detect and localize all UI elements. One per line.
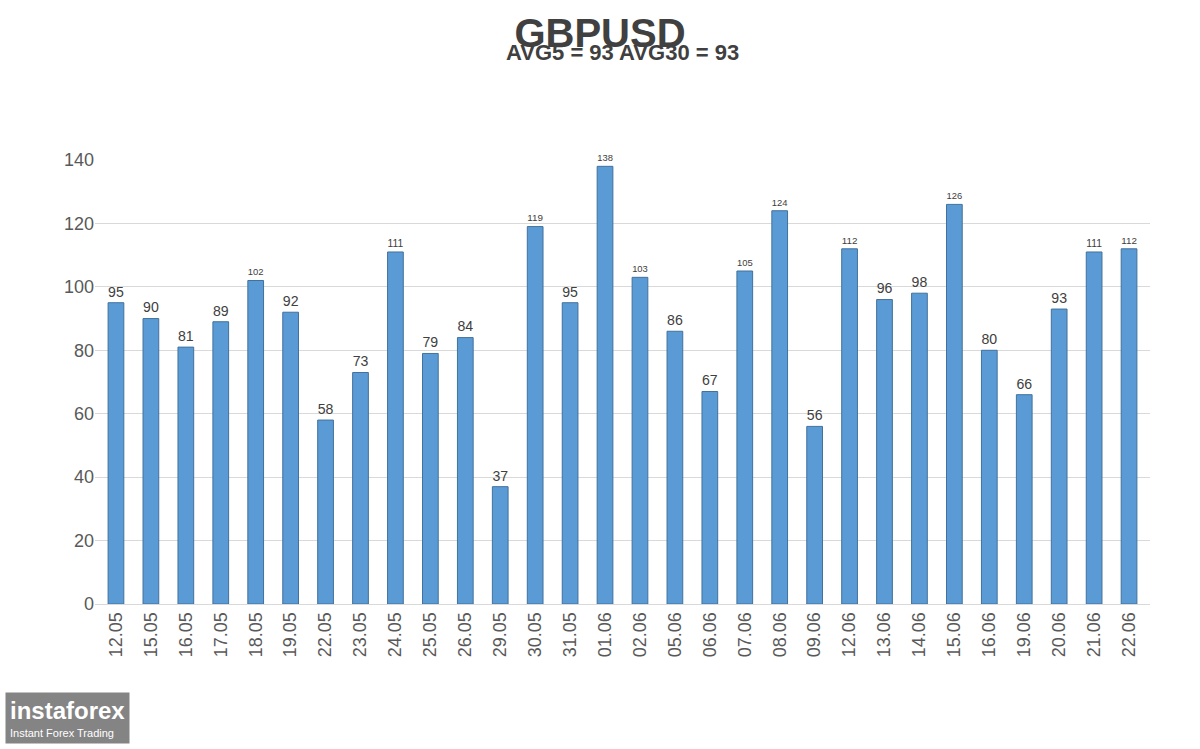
svg-text:73: 73 — [353, 353, 369, 369]
svg-text:111: 111 — [1086, 238, 1102, 249]
svg-text:09.06: 09.06 — [804, 612, 824, 657]
svg-text:0: 0 — [84, 594, 94, 614]
svg-text:19.06: 19.06 — [1014, 612, 1034, 657]
svg-text:02.06: 02.06 — [630, 612, 650, 657]
svg-text:20: 20 — [74, 531, 94, 551]
svg-text:16.06: 16.06 — [979, 612, 999, 657]
svg-text:103: 103 — [632, 263, 648, 274]
svg-text:126: 126 — [947, 190, 963, 201]
svg-text:15.06: 15.06 — [944, 612, 964, 657]
svg-text:80: 80 — [74, 341, 94, 361]
svg-text:08.06: 08.06 — [770, 612, 790, 657]
svg-text:06.06: 06.06 — [700, 612, 720, 657]
svg-text:GBPUSD: GBPUSD — [514, 11, 685, 55]
svg-text:17.05: 17.05 — [211, 612, 231, 657]
svg-text:93: 93 — [1051, 290, 1067, 306]
svg-text:81: 81 — [178, 328, 194, 344]
svg-text:13.06: 13.06 — [874, 612, 894, 657]
svg-text:112: 112 — [1121, 235, 1137, 246]
svg-text:58: 58 — [318, 401, 334, 417]
svg-text:30.05: 30.05 — [525, 612, 545, 657]
svg-text:138: 138 — [597, 152, 613, 163]
svg-text:140: 140 — [64, 150, 94, 170]
svg-text:95: 95 — [562, 284, 578, 300]
svg-text:14.06: 14.06 — [909, 612, 929, 657]
svg-text:66: 66 — [1016, 376, 1032, 392]
svg-text:12.06: 12.06 — [839, 612, 859, 657]
svg-text:60: 60 — [74, 404, 94, 424]
svg-text:89: 89 — [213, 303, 229, 319]
svg-text:111: 111 — [388, 238, 404, 249]
svg-text:21.06: 21.06 — [1084, 612, 1104, 657]
svg-text:100: 100 — [64, 277, 94, 297]
svg-text:40: 40 — [74, 467, 94, 487]
svg-text:56: 56 — [807, 407, 823, 423]
svg-text:18.05: 18.05 — [246, 612, 266, 657]
svg-text:25.05: 25.05 — [420, 612, 440, 657]
svg-text:05.06: 05.06 — [665, 612, 685, 657]
svg-text:37: 37 — [492, 468, 508, 484]
svg-text:90: 90 — [143, 299, 159, 315]
svg-text:22.06: 22.06 — [1119, 612, 1139, 657]
svg-text:19.05: 19.05 — [280, 612, 300, 657]
svg-text:07.06: 07.06 — [735, 612, 755, 657]
svg-text:20.06: 20.06 — [1049, 612, 1069, 657]
svg-text:23.05: 23.05 — [350, 612, 370, 657]
svg-text:29.05: 29.05 — [490, 612, 510, 657]
svg-text:01.06: 01.06 — [595, 612, 615, 657]
svg-text:86: 86 — [667, 312, 683, 328]
svg-text:98: 98 — [912, 274, 928, 290]
svg-text:15.05: 15.05 — [141, 612, 161, 657]
svg-text:instaforexInstant Forex Tradin: instaforexInstant Forex Trading — [10, 697, 125, 739]
svg-text:31.05: 31.05 — [560, 612, 580, 657]
svg-text:16.05: 16.05 — [176, 612, 196, 657]
svg-text:22.05: 22.05 — [315, 612, 335, 657]
svg-text:105: 105 — [737, 257, 753, 268]
svg-text:92: 92 — [283, 293, 299, 309]
svg-text:95: 95 — [108, 284, 124, 300]
svg-text:124: 124 — [772, 197, 788, 208]
svg-text:67: 67 — [702, 372, 718, 388]
svg-text:26.05: 26.05 — [455, 612, 475, 657]
svg-text:12.05: 12.05 — [106, 612, 126, 657]
svg-text:79: 79 — [423, 334, 439, 350]
svg-text:102: 102 — [248, 266, 264, 277]
svg-text:80: 80 — [981, 331, 997, 347]
svg-text:24.05: 24.05 — [385, 612, 405, 657]
svg-text:112: 112 — [842, 235, 858, 246]
svg-text:AVG5 = 93 AVG30 = 93: AVG5 = 93 AVG30 = 93 — [506, 40, 739, 65]
svg-text:119: 119 — [527, 212, 543, 223]
svg-text:120: 120 — [64, 214, 94, 234]
svg-text:84: 84 — [457, 318, 473, 334]
svg-text:96: 96 — [877, 280, 893, 296]
